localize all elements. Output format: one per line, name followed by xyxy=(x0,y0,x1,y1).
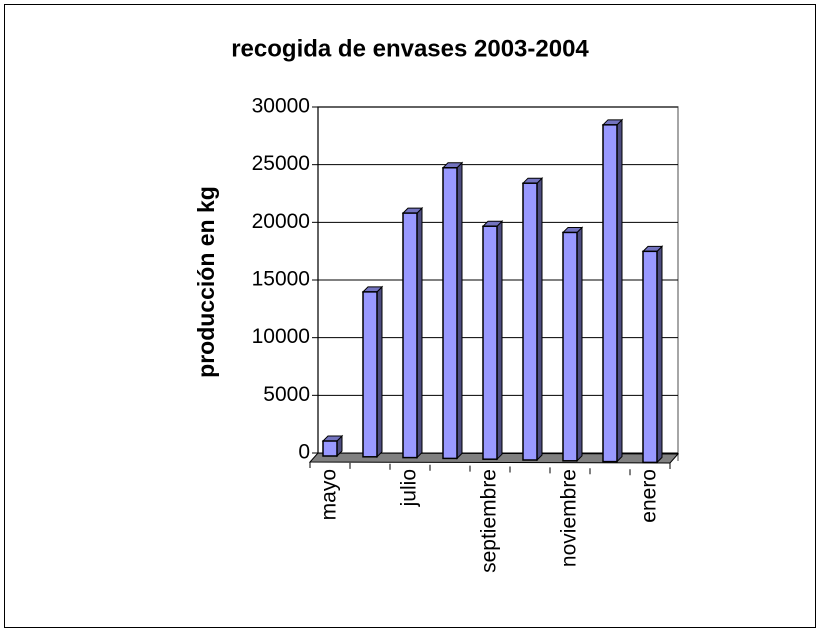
bar-face xyxy=(362,291,378,458)
y-tick-label: 30000 xyxy=(252,95,310,118)
bar xyxy=(361,285,384,459)
bar xyxy=(561,226,584,463)
bar xyxy=(641,245,664,464)
y-tick-label: 5000 xyxy=(263,383,310,406)
x-tick-label: julio xyxy=(398,469,421,507)
y-tick-label: 15000 xyxy=(252,268,310,291)
y-axis-label: producción en kg xyxy=(193,186,219,378)
x-tick-label: mayo xyxy=(318,469,341,520)
y-tick-label: 25000 xyxy=(252,152,310,175)
bar-face xyxy=(442,167,458,460)
y-tick-label: 10000 xyxy=(252,325,310,348)
x-tick-label: enero xyxy=(638,469,661,523)
bar-face xyxy=(322,440,338,457)
y-tick-label: 20000 xyxy=(252,210,310,233)
y-tick-label: 0 xyxy=(298,441,310,464)
bar-face xyxy=(522,182,538,461)
bar xyxy=(401,206,424,459)
bar xyxy=(481,220,504,461)
x-tick-label: noviembre xyxy=(558,469,581,567)
bar-face xyxy=(402,212,418,459)
x-tick-label: septiembre xyxy=(478,469,501,573)
bar xyxy=(441,161,464,460)
bar-face xyxy=(562,231,578,462)
bar-face xyxy=(602,124,618,463)
bar xyxy=(601,118,624,463)
bar-face xyxy=(642,250,658,464)
bar xyxy=(521,176,544,462)
bar-face xyxy=(482,225,498,460)
chart-title: recogida de envases 2003-2004 xyxy=(231,35,589,62)
bar xyxy=(321,434,344,458)
